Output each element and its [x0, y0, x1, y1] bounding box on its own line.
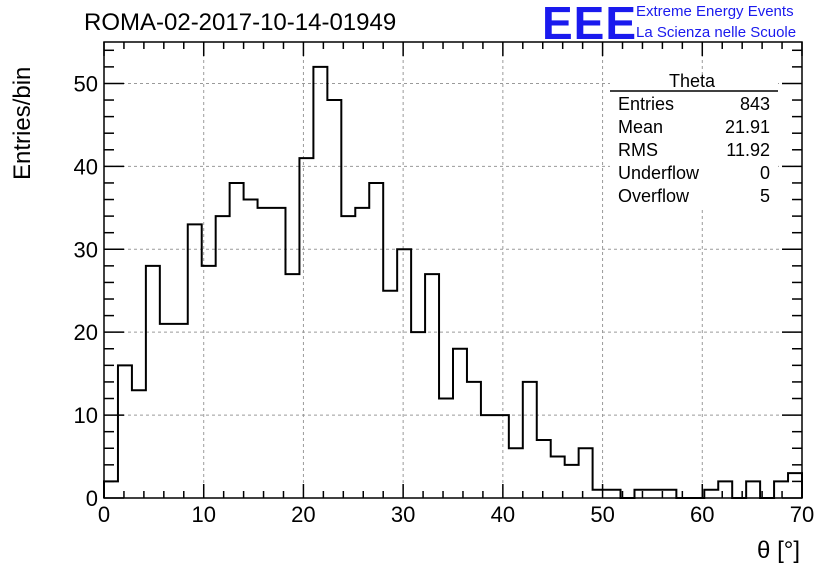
x-tick-label: 20 — [291, 502, 315, 527]
histogram-bin — [662, 490, 676, 498]
histogram-bin — [481, 415, 495, 498]
histogram-bin — [718, 481, 732, 498]
stats-row-label: RMS — [618, 140, 658, 160]
histogram-bin — [467, 382, 481, 498]
histogram-bin — [132, 390, 146, 498]
stats-row-label: Underflow — [618, 163, 700, 183]
histogram-bin — [509, 448, 523, 498]
histogram-bin — [216, 216, 230, 498]
y-tick-label: 40 — [74, 154, 98, 179]
histogram-bin — [397, 249, 411, 498]
histogram-bin — [425, 274, 439, 498]
stats-row-value: 11.92 — [726, 140, 770, 160]
stats-row: RMS 11.92 — [618, 140, 770, 160]
histogram-bin — [411, 332, 425, 498]
histogram-bin — [244, 200, 258, 498]
histogram-bin — [593, 490, 607, 498]
y-axis-label: Entries/bin — [9, 67, 36, 180]
histogram-bin — [523, 382, 537, 498]
histogram-bin — [495, 415, 509, 498]
x-tick-label: 70 — [790, 502, 814, 527]
y-tick-label: 30 — [74, 237, 98, 262]
histogram-bin — [369, 183, 383, 498]
stats-row-value: 0 — [760, 163, 770, 183]
histogram-bin — [202, 266, 216, 498]
histogram-bin — [607, 490, 621, 498]
stats-box: Theta Entries 843 Mean 21.91 RMS 11.92 Underfl… — [610, 71, 778, 210]
stats-row-value: 21.91 — [725, 117, 770, 137]
histogram-bin — [327, 100, 341, 498]
stats-row-label: Entries — [618, 94, 674, 114]
stats-row: Overflow 5 — [618, 186, 770, 206]
histogram-bin — [174, 324, 188, 498]
stats-box-bg — [610, 76, 778, 210]
histogram-bin — [188, 224, 202, 498]
histogram-bin — [118, 365, 132, 498]
eee-logo: EEE — [542, 0, 638, 49]
x-tick-label: 40 — [491, 502, 515, 527]
histogram-bin — [285, 274, 299, 498]
histogram-bin — [634, 490, 648, 498]
histogram-bin — [453, 349, 467, 498]
histogram-bin — [160, 324, 174, 498]
histogram-bin — [258, 208, 272, 498]
stats-title: Theta — [669, 71, 716, 91]
histogram-bin — [341, 216, 355, 498]
histogram-bin — [104, 481, 118, 498]
histogram-bin — [565, 465, 579, 498]
stats-row: Underflow 0 — [618, 163, 770, 183]
histogram-bin — [313, 67, 327, 498]
stats-rows: Entries 843 Mean 21.91 RMS 11.92 Underflow 0 Ove… — [618, 94, 770, 206]
chart-title: ROMA-02-2017-10-14-01949 — [84, 9, 397, 36]
grid — [104, 42, 802, 498]
histogram-bin — [230, 183, 244, 498]
histogram-bin — [774, 481, 788, 498]
x-axis-label: θ [°] — [757, 537, 800, 564]
stats-row: Entries 843 — [618, 94, 770, 114]
x-tick-label: 30 — [391, 502, 415, 527]
x-tick-label: 0 — [98, 502, 110, 527]
histogram-bin — [272, 208, 286, 498]
histogram-bin — [648, 490, 662, 498]
stats-row-value: 843 — [740, 94, 770, 114]
histogram-bin — [704, 490, 718, 498]
histogram-bin — [788, 473, 802, 498]
histogram-bin — [537, 440, 551, 498]
histogram-bin — [355, 208, 369, 498]
y-tick-label: 20 — [74, 320, 98, 345]
histogram-bin — [383, 291, 397, 498]
histogram-bin — [146, 266, 160, 498]
axis-ticks — [103, 42, 803, 499]
histogram-bin — [579, 448, 593, 498]
y-tick-label: 50 — [74, 71, 98, 96]
x-tick-label: 10 — [191, 502, 215, 527]
logo-line-2: La Scienza nelle Scuole — [636, 24, 797, 41]
y-tick-label: 10 — [74, 403, 98, 428]
stats-row-value: 5 — [760, 186, 770, 206]
stats-row-label: Overflow — [618, 186, 690, 206]
y-tick-label: 0 — [86, 486, 98, 511]
histogram-bin — [439, 399, 453, 498]
plot-frame — [103, 41, 803, 499]
stats-row: Mean 21.91 — [618, 117, 770, 137]
stats-row-label: Mean — [618, 117, 663, 137]
histogram-bin — [746, 481, 760, 498]
x-tick-label: 50 — [590, 502, 614, 527]
x-tick-label: 60 — [690, 502, 714, 527]
logo-line-1: Extreme Energy Events — [636, 3, 794, 20]
histogram-bin — [299, 158, 313, 498]
